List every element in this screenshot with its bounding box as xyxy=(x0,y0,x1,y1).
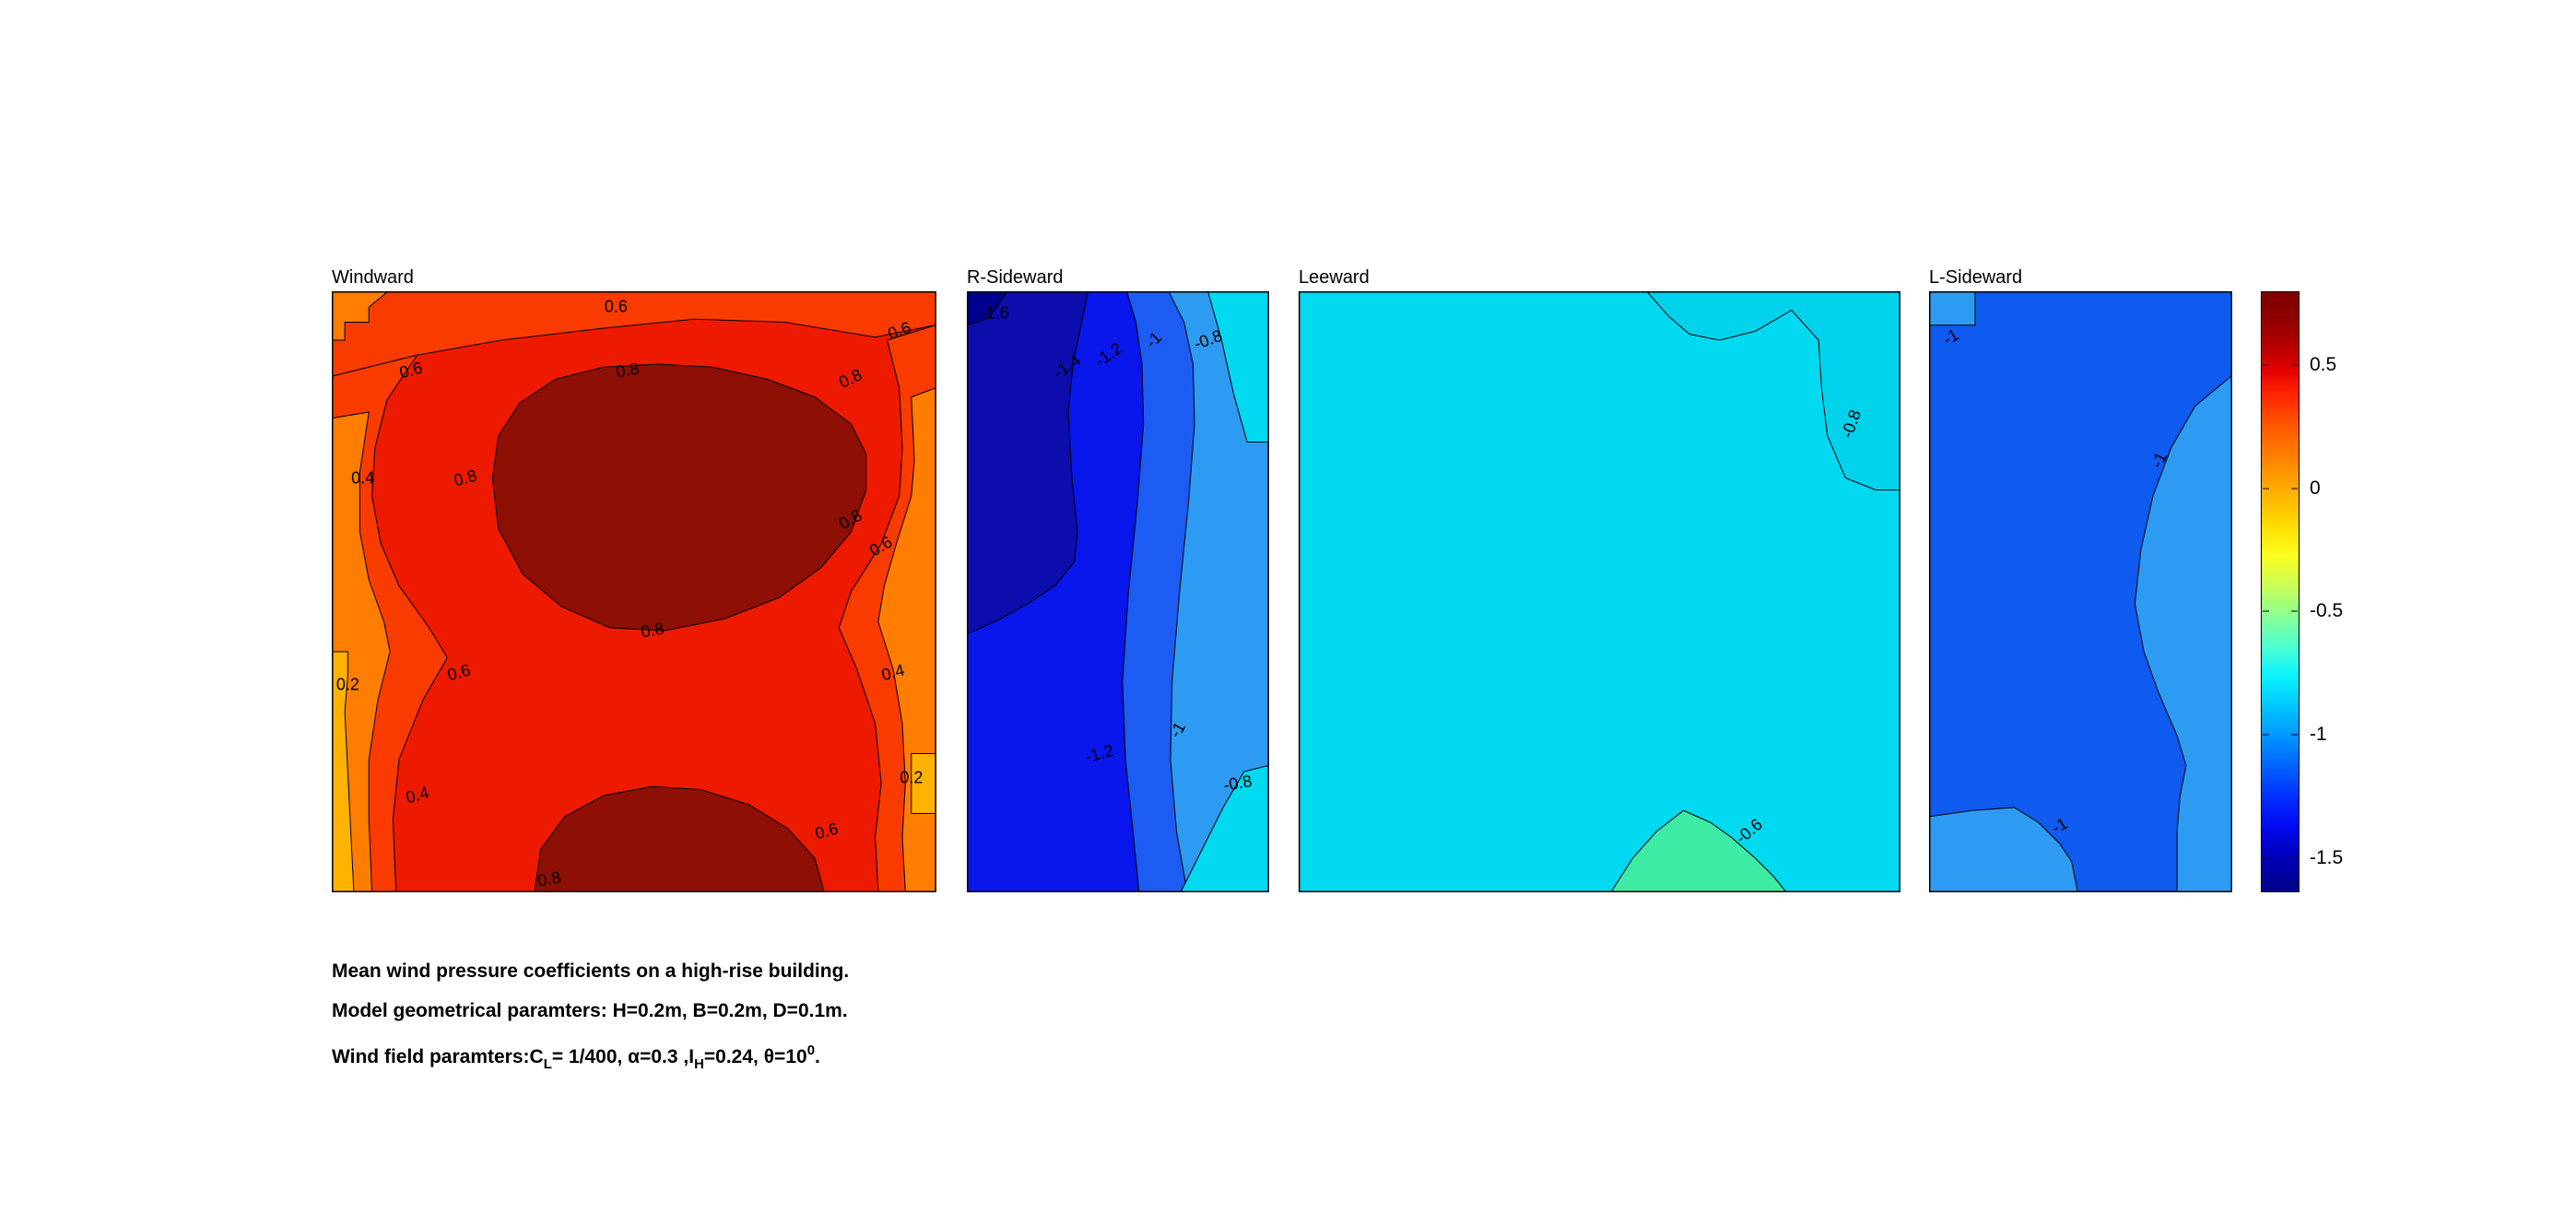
colorbar-tick-mark xyxy=(2263,857,2269,859)
contour-label: 0.2 xyxy=(900,768,923,786)
contour-label: 0.8 xyxy=(639,619,665,642)
colorbar-tick-label: -1.5 xyxy=(2310,847,2344,869)
colorbar-tick-mark xyxy=(2291,364,2298,366)
contour-label: 0.4 xyxy=(403,783,431,808)
colorbar-tick-mark xyxy=(2291,734,2298,736)
l-sideward-title: L-Sideward xyxy=(1929,267,2023,288)
contour-label: 0.6 xyxy=(866,532,896,560)
colorbar: 0.5 0 -0.5 -1 -1.5 xyxy=(2261,291,2381,892)
contour-label: 0.4 xyxy=(351,468,375,487)
contour-label: -1.6 xyxy=(980,303,1009,323)
caption-line-2: Model geometrical paramters: H=0.2m, B=0… xyxy=(332,1000,848,1021)
windward-contour-labels: 0.6 0.6 0.6 0.8 0.8 0.4 0.8 0.8 0.6 0.8 0.6 0.4 0.2 0… xyxy=(333,292,935,891)
contour-label: -0.6 xyxy=(1732,814,1767,848)
contour-label: -1 xyxy=(1142,327,1166,352)
contour-label: 0.8 xyxy=(836,505,866,534)
contour-label: -1 xyxy=(2147,449,2170,471)
contour-label: -0.8 xyxy=(1837,407,1865,441)
colorbar-tick-mark xyxy=(2263,610,2269,612)
contour-label: 0.2 xyxy=(335,675,359,694)
colorbar-tick-mark xyxy=(2263,734,2269,736)
contour-label: 0.6 xyxy=(813,819,841,843)
contour-label: 0.8 xyxy=(536,867,563,890)
l-sideward-contour-labels: -1 -1 -1 xyxy=(1930,292,2231,891)
contour-label: 0.8 xyxy=(836,365,865,393)
r-sideward-panel: R-Sideward -1.6 -1.4 -1.2 -1 -0.8 -1.2 -1 -0.8 xyxy=(967,267,1269,892)
caption-line-1: Mean wind pressure coefficients on a hig… xyxy=(332,961,850,982)
contour-label: 0.6 xyxy=(397,358,425,382)
contour-label: -1 xyxy=(1166,718,1190,741)
contour-label: -0.8 xyxy=(1191,325,1225,354)
colorbar-tick-mark xyxy=(2291,857,2298,859)
colorbar-gradient: 0.5 0 -0.5 -1 -1.5 xyxy=(2261,291,2343,892)
contour-label: 0.8 xyxy=(452,466,479,489)
colorbar-tick-label: -0.5 xyxy=(2310,600,2344,622)
leeward-contour-plot xyxy=(1300,292,1900,891)
windward-panel: Windward 0.6 0.6 0.6 0.8 0.8 0.4 0.8 0.8 0.6 0.8 0… xyxy=(332,267,936,892)
l-sideward-panel: L-Sideward -1 -1 -1 xyxy=(1929,267,2232,892)
colorbar-tick-mark xyxy=(2291,610,2298,612)
l-sideward-contour-plot xyxy=(1930,292,2231,891)
contour-label: 0.4 xyxy=(879,660,907,685)
colorbar-tick-mark xyxy=(2263,364,2269,366)
colorbar-tick-mark xyxy=(2291,488,2298,489)
r-sideward-contour-labels: -1.6 -1.4 -1.2 -1 -0.8 -1.2 -1 -0.8 xyxy=(968,292,1268,891)
colorbar-tick-label: 0.5 xyxy=(2310,353,2337,375)
r-sideward-title: R-Sideward xyxy=(967,267,1064,288)
contour-label: 0.6 xyxy=(445,660,473,685)
leeward-panel: Leeward -0.8 -0.6 xyxy=(1299,267,1900,892)
contour-label: 0.6 xyxy=(885,318,913,344)
caption-line-3: Wind field paramters:CL= 1/400, α=0.3 ,I… xyxy=(332,1043,820,1072)
contour-label: -0.8 xyxy=(1222,771,1254,796)
figure-caption: Mean wind pressure coefficients on a hig… xyxy=(332,951,850,1072)
contour-label: -1.4 xyxy=(1049,350,1084,383)
contour-label: -1 xyxy=(1939,324,1962,348)
contour-label: -1 xyxy=(2048,813,2071,837)
windward-title: Windward xyxy=(332,267,414,288)
windward-contour-plot xyxy=(333,292,935,891)
leeward-title: Leeward xyxy=(1299,267,1370,288)
leeward-contour-labels: -0.8 -0.6 xyxy=(1300,292,1900,891)
r-sideward-contour-plot xyxy=(968,292,1268,891)
contour-label: 0.8 xyxy=(615,358,641,382)
contour-label: 0.6 xyxy=(604,297,628,316)
contour-label: -1.2 xyxy=(1091,338,1126,371)
colorbar-tick-mark xyxy=(2263,488,2269,489)
contour-label: -1.2 xyxy=(1083,740,1116,766)
colorbar-tick-label: -1 xyxy=(2310,724,2327,746)
colorbar-tick-label: 0 xyxy=(2310,477,2321,499)
